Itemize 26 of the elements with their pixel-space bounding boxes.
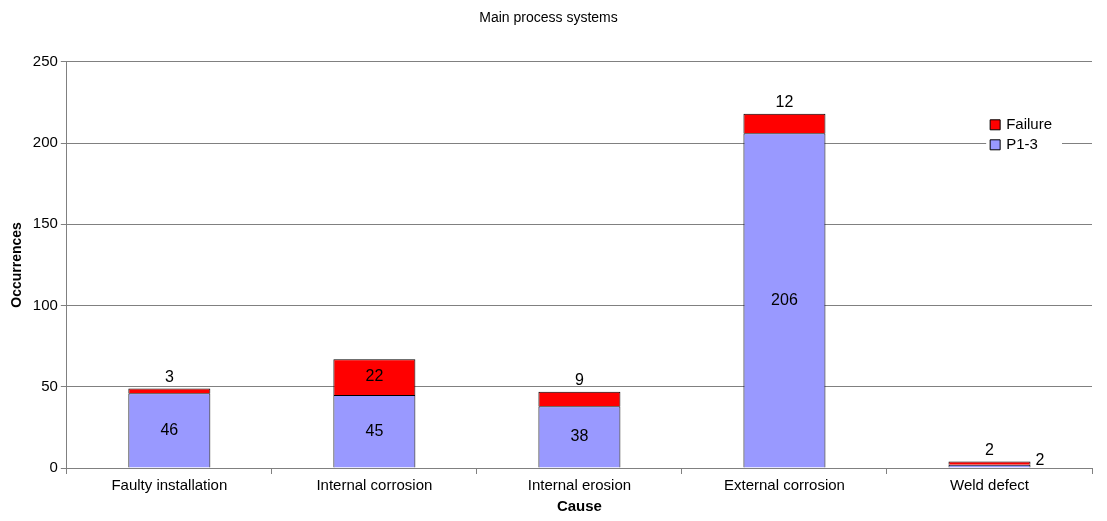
y-tick-label: 0 <box>49 458 58 476</box>
y-tick-label: 250 <box>32 51 58 69</box>
x-axis-title: Cause <box>556 497 602 515</box>
data-label: 45 <box>365 421 384 439</box>
legend-label: Failure <box>1006 114 1053 132</box>
x-tick-label: External corrosion <box>724 476 845 494</box>
data-label: 12 <box>775 93 794 111</box>
x-tick-label: Internal corrosion <box>316 476 433 494</box>
data-label: 206 <box>771 290 798 308</box>
data-label: 46 <box>160 420 179 438</box>
x-tick-label: Internal erosion <box>527 476 632 494</box>
y-tick-label: 150 <box>32 214 58 232</box>
x-tick-label: Faulty installation <box>111 476 228 494</box>
chart-title: Main process systems <box>479 9 618 26</box>
x-tick-label: Weld defect <box>950 476 1030 494</box>
legend-label: P1-3 <box>1006 134 1038 152</box>
data-label: 9 <box>574 371 584 389</box>
y-tick-label: 200 <box>32 133 58 151</box>
data-label: 3 <box>164 367 174 385</box>
y-tick-label: 50 <box>41 376 58 394</box>
y-axis-title: Occurrences <box>8 221 25 308</box>
data-label: 22 <box>365 367 384 385</box>
data-label: 2 <box>985 440 995 458</box>
data-label: 38 <box>570 427 589 445</box>
y-tick-label: 100 <box>32 295 58 313</box>
data-label: 2 <box>1035 451 1045 469</box>
